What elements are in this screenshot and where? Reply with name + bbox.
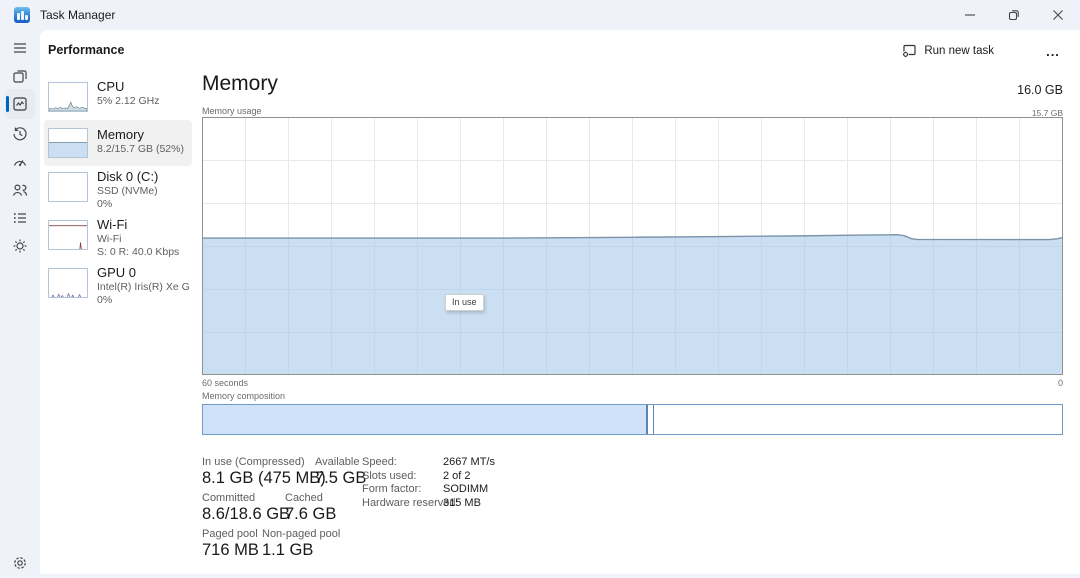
- panel-item-title: CPU: [97, 79, 125, 94]
- sidebar-item-performance[interactable]: [5, 89, 35, 119]
- slots-used-value: 2 of 2: [443, 470, 471, 482]
- panel-item-wifi[interactable]: Wi-Fi Wi-Fi S: 0 R: 40.0 Kbps: [44, 214, 192, 262]
- panel-item-subtitle: Intel(R) Iris(R) Xe Gra...: [97, 281, 190, 293]
- sidebar-item-services[interactable]: [5, 231, 35, 261]
- sidebar-item-app-history[interactable]: [5, 119, 35, 149]
- panel-item-subtitle2: 0%: [97, 294, 113, 306]
- titlebar: Task Manager: [0, 0, 1080, 30]
- close-button[interactable]: [1036, 0, 1080, 30]
- run-new-task-label: Run new task: [924, 45, 994, 57]
- time-axis-label: 60 seconds: [202, 378, 249, 388]
- run-new-task-button[interactable]: Run new task: [890, 38, 1005, 64]
- services-icon: [13, 239, 27, 253]
- panel-item-cpu[interactable]: CPU 5% 2.12 GHz: [44, 76, 192, 120]
- paged-pool-value: 716 MB: [202, 541, 259, 559]
- performance-icon: [13, 97, 27, 111]
- gpu-mini-chart: [48, 268, 88, 298]
- memory-usage-area: [203, 233, 1062, 374]
- memory-mini-chart: [48, 128, 88, 158]
- hamburger-menu-button[interactable]: [5, 33, 35, 63]
- cpu-mini-chart: [48, 82, 88, 112]
- time-axis-zero: 0: [1057, 378, 1063, 388]
- speed-value: 2667 MT/s: [443, 456, 495, 468]
- in-use-value: 8.1 GB (475 MB): [202, 469, 326, 487]
- navigation-rail: [0, 30, 40, 574]
- app-history-icon: [13, 127, 27, 141]
- more-options-button[interactable]: ...: [1038, 38, 1068, 64]
- startup-apps-icon: [13, 160, 27, 167]
- panel-item-subtitle2: S: 0 R: 40.0 Kbps: [97, 246, 180, 258]
- hardware-reserved-value: 315 MB: [443, 497, 481, 509]
- nonpaged-pool-label: Non-paged pool: [262, 528, 341, 540]
- nonpaged-pool-value: 1.1 GB: [262, 541, 314, 559]
- window-title: Task Manager: [40, 8, 116, 22]
- available-label: Available: [315, 456, 360, 468]
- page-title: Performance: [48, 43, 125, 57]
- wifi-mini-chart: [48, 220, 88, 250]
- memory-composition-label: Memory composition: [202, 391, 286, 401]
- in-use-label: In use (Compressed): [202, 456, 305, 468]
- memory-title: Memory: [202, 72, 278, 95]
- cached-value: 7.6 GB: [285, 505, 337, 523]
- panel-item-gpu[interactable]: GPU 0 Intel(R) Iris(R) Xe Gra... 0%: [44, 262, 192, 310]
- task-manager-app-icon: [14, 7, 30, 23]
- committed-label: Committed: [202, 492, 256, 504]
- cached-label: Cached: [285, 492, 323, 504]
- minimize-icon: [965, 14, 975, 16]
- panel-item-disk[interactable]: Disk 0 (C:) SSD (NVMe) 0%: [44, 166, 192, 214]
- gear-icon: [14, 557, 26, 569]
- sidebar-item-startup-apps[interactable]: [5, 147, 35, 177]
- details-icon: [14, 213, 26, 223]
- sidebar-item-processes[interactable]: [5, 61, 35, 91]
- panel-item-title: Memory: [97, 127, 144, 142]
- speed-label: Speed:: [362, 456, 397, 468]
- disk-mini-chart: [48, 172, 88, 202]
- close-icon: [1053, 10, 1063, 20]
- panel-item-title: Disk 0 (C:): [97, 169, 159, 184]
- hardware-reserved-label: Hardware reserved:: [362, 497, 459, 509]
- form-factor-label: Form factor:: [362, 483, 422, 495]
- memory-max-label: 15.7 GB: [1031, 108, 1063, 118]
- sidebar-item-details[interactable]: [5, 203, 35, 233]
- panel-item-subtitle: 5% 2.12 GHz: [97, 95, 160, 107]
- memory-usage-label: Memory usage: [202, 106, 262, 116]
- content-card: Performance Run new task ...: [40, 30, 1080, 574]
- slots-used-label: Slots used:: [362, 470, 417, 482]
- paged-pool-label: Paged pool: [202, 528, 258, 540]
- panel-item-title: Wi-Fi: [97, 217, 128, 232]
- memory-usage-chart[interactable]: In use: [202, 117, 1063, 375]
- maximize-restore-button[interactable]: [992, 0, 1036, 30]
- hamburger-icon: [14, 43, 26, 53]
- available-value: 7.5 GB: [315, 469, 367, 487]
- panel-item-subtitle: Wi-Fi: [97, 233, 122, 245]
- minimize-button[interactable]: [948, 0, 992, 30]
- panel-item-memory[interactable]: Memory 8.2/15.7 GB (52%): [44, 120, 192, 166]
- panel-item-subtitle: 8.2/15.7 GB (52%): [97, 143, 184, 155]
- composition-in-use-segment: [203, 405, 648, 434]
- settings-button[interactable]: [5, 548, 35, 578]
- panel-item-subtitle: SSD (NVMe): [97, 185, 158, 197]
- sidebar-item-users[interactable]: [5, 175, 35, 205]
- in-use-tooltip: In use: [445, 294, 484, 311]
- panel-item-subtitle2: 0%: [97, 198, 113, 210]
- memory-total: 16.0 GB: [1017, 83, 1063, 97]
- restore-icon: [1008, 10, 1019, 21]
- processes-icon: [13, 70, 27, 83]
- form-factor-value: SODIMM: [443, 483, 489, 495]
- memory-composition-bar[interactable]: [202, 404, 1063, 435]
- users-icon: [12, 184, 28, 196]
- committed-value: 8.6/18.6 GB: [202, 505, 291, 523]
- composition-modified-divider: [652, 405, 654, 434]
- ellipsis-icon: ...: [1046, 43, 1060, 59]
- run-new-task-icon: [902, 44, 916, 58]
- panel-item-title: GPU 0: [97, 265, 137, 280]
- selected-indicator: [6, 96, 9, 112]
